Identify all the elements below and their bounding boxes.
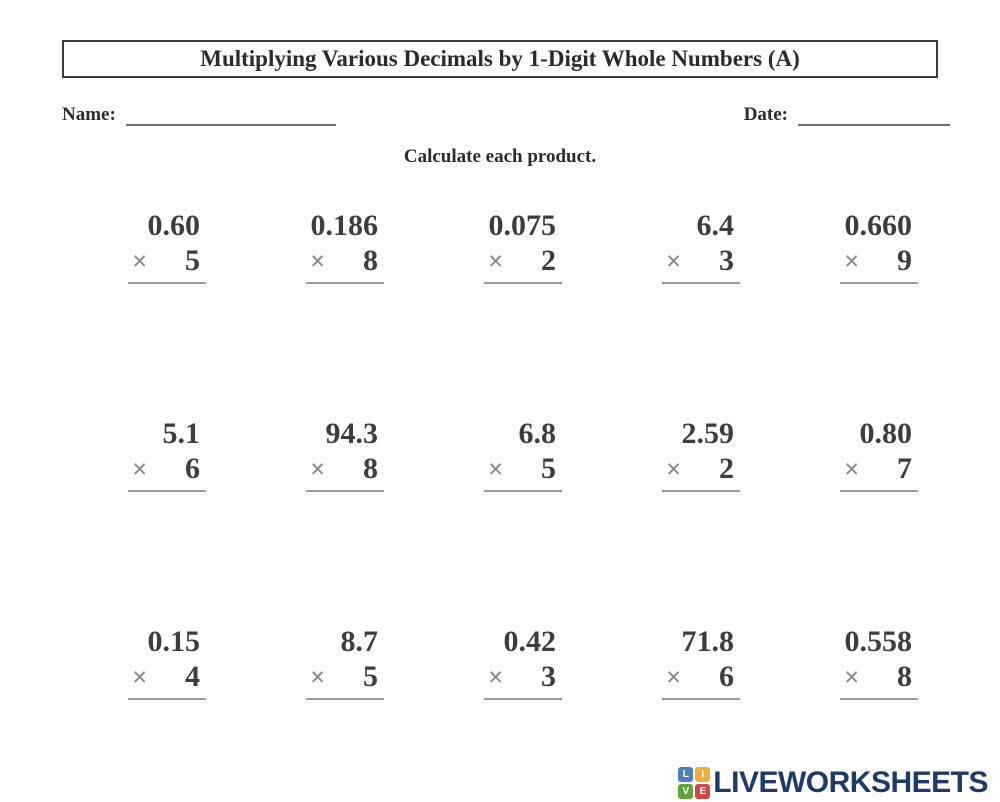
multiplicand: 6.8	[518, 417, 557, 450]
multiplicand: 71.8	[681, 625, 735, 658]
multiply-icon: ×	[666, 245, 682, 276]
multiplier: 3	[541, 659, 556, 693]
problem-8: 6.8 × 5	[484, 418, 562, 492]
multiply-icon: ×	[310, 661, 326, 692]
problem-12: 8.7 × 5	[306, 626, 384, 700]
multiplicand: 0.42	[503, 625, 557, 658]
multiplicand: 6.4	[696, 209, 735, 242]
multiplicand: 5.1	[162, 417, 201, 450]
name-date-row: Name: Date:	[62, 102, 950, 126]
multiplier: 2	[541, 243, 556, 277]
multiplier: 6	[719, 659, 734, 693]
page-title: Multiplying Various Decimals by 1-Digit …	[200, 46, 800, 71]
multiplier: 8	[897, 659, 912, 693]
problem-15: 0.558 × 8	[840, 626, 918, 700]
multiplicand: 0.60	[147, 209, 201, 242]
multiply-icon: ×	[310, 453, 326, 484]
problem-13: 0.42 × 3	[484, 626, 562, 700]
worksheet-title-box: Multiplying Various Decimals by 1-Digit …	[62, 40, 938, 78]
multiply-icon: ×	[310, 245, 326, 276]
multiply-icon: ×	[844, 453, 860, 484]
multiplier: 9	[897, 243, 912, 277]
instruction-text: Calculate each product.	[403, 146, 597, 167]
multiply-icon: ×	[132, 453, 148, 484]
problems-grid: 0.60 × 5 0.186 × 8 0.075 × 2 6.4 × 3 0.660 ×…	[28, 210, 1000, 700]
name-input-line[interactable]	[125, 102, 336, 126]
multiplier: 2	[719, 451, 734, 485]
logo-tile-l: L	[678, 767, 694, 782]
liveworksheets-watermark: L I V E LIVEWORKSHEETS	[678, 767, 988, 799]
multiply-icon: ×	[132, 661, 148, 692]
logo-tile-v: V	[678, 784, 694, 799]
multiplicand: 0.558	[844, 625, 913, 658]
problem-7: 94.3 × 8	[306, 418, 384, 492]
logo-tile-e: E	[695, 784, 711, 799]
multiply-icon: ×	[666, 453, 682, 484]
problem-11: 0.15 × 4	[128, 626, 206, 700]
multiplier: 8	[363, 451, 378, 485]
multiply-icon: ×	[132, 245, 148, 276]
name-group: Name:	[62, 102, 336, 126]
problem-3: 0.075 × 2	[484, 210, 562, 284]
multiply-icon: ×	[488, 661, 504, 692]
multiplicand: 0.186	[310, 209, 379, 242]
multiplier: 5	[185, 243, 200, 277]
problem-1: 0.60 × 5	[128, 210, 206, 284]
multiplicand: 8.7	[340, 625, 379, 658]
date-input-line[interactable]	[798, 102, 950, 126]
name-label: Name:	[62, 104, 116, 125]
problem-10: 0.80 × 7	[840, 418, 918, 492]
multiplicand: 0.660	[844, 209, 913, 242]
multiplicand: 0.15	[147, 625, 201, 658]
multiplier: 3	[719, 243, 734, 277]
multiplicand: 0.075	[488, 209, 557, 242]
multiply-icon: ×	[844, 245, 860, 276]
multiplier: 5	[541, 451, 556, 485]
multiplicand: 0.80	[859, 417, 913, 450]
problem-5: 0.660 × 9	[840, 210, 918, 284]
liveworksheets-logo-icon: L I V E	[678, 767, 711, 799]
multiplier: 6	[185, 451, 200, 485]
date-label: Date:	[743, 104, 788, 125]
liveworksheets-brand-text: LIVEWORKSHEETS	[713, 766, 988, 799]
problem-9: 2.59 × 2	[662, 418, 740, 492]
date-group: Date:	[744, 102, 950, 126]
multiplicand: 94.3	[325, 417, 379, 450]
multiplicand: 2.59	[681, 417, 735, 450]
multiply-icon: ×	[488, 453, 504, 484]
logo-tile-i: I	[695, 767, 711, 782]
multiplier: 7	[897, 451, 912, 485]
problem-4: 6.4 × 3	[662, 210, 740, 284]
multiply-icon: ×	[844, 661, 860, 692]
multiply-icon: ×	[488, 245, 504, 276]
problem-2: 0.186 × 8	[306, 210, 384, 284]
problem-14: 71.8 × 6	[662, 626, 740, 700]
multiplier: 4	[185, 659, 200, 693]
problem-6: 5.1 × 6	[128, 418, 206, 492]
multiplier: 8	[363, 243, 378, 277]
multiply-icon: ×	[666, 661, 682, 692]
multiplier: 5	[363, 659, 378, 693]
